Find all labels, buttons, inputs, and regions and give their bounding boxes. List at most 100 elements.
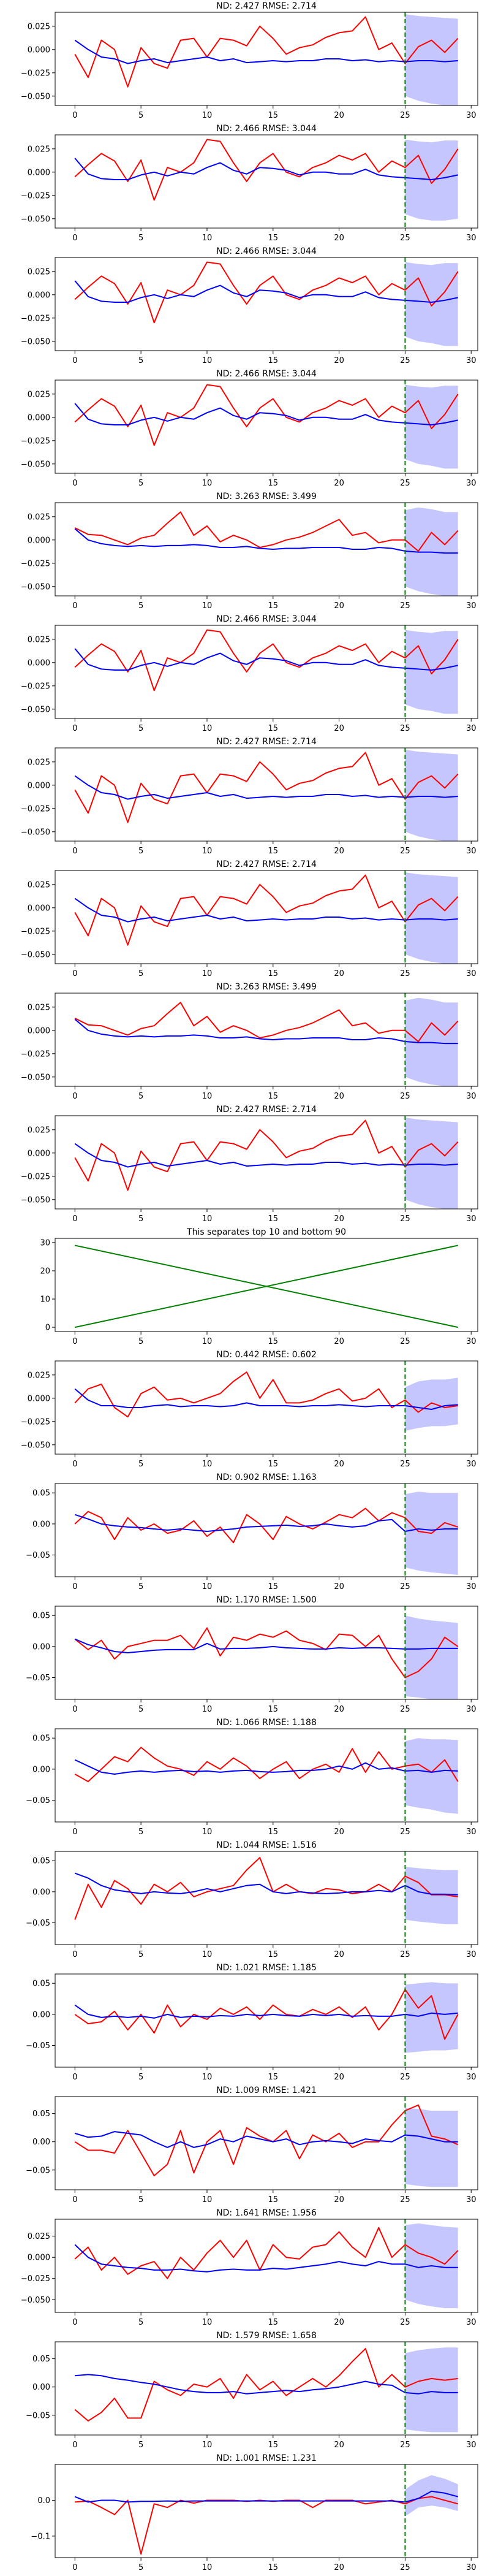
- confidence-band: [405, 2475, 458, 2517]
- series-line-primary: [74, 1119, 459, 1191]
- y-tick-label: 0.05: [32, 1980, 50, 1989]
- x-tick-label: 15: [268, 2073, 279, 2082]
- series-line-primary: [74, 1371, 458, 1418]
- plot-area: [74, 1615, 459, 1699]
- series-line-secondary: [74, 1388, 458, 1410]
- series-line-secondary: [74, 1143, 458, 1168]
- x-tick-label: 20: [334, 1827, 344, 1837]
- y-tick-label: −0.050: [21, 582, 50, 592]
- x-tick-label: 5: [138, 1092, 143, 1101]
- x-tick-label: 0: [72, 234, 77, 243]
- series-line-secondary: [74, 280, 458, 303]
- confidence-band: [405, 872, 458, 964]
- confidence-band: [405, 1118, 458, 1209]
- x-tick-label: 30: [466, 1827, 477, 1837]
- y-tick-label: 10: [40, 1295, 50, 1305]
- chart-title: ND: 1.009 RMSE: 1.421: [216, 2086, 317, 2095]
- x-tick-label: 20: [334, 1950, 344, 1959]
- x-tick-label: 5: [138, 1827, 143, 1837]
- confidence-band: [405, 630, 458, 714]
- axes-frame: [55, 1728, 478, 1823]
- x-tick-label: 0: [72, 847, 77, 856]
- y-tick-label: −0.1: [31, 2532, 50, 2541]
- x-tick-label: 0: [72, 1092, 77, 1101]
- chart-title: ND: 2.466 RMSE: 3.044: [216, 124, 317, 134]
- plot-area: [75, 1244, 458, 1328]
- axes-frame: [55, 625, 478, 719]
- chart-panel: ND: 1.066 RMSE: 1.188 0 5 10 15 20 25 30 −0.05 0.…: [26, 1718, 478, 1837]
- x-tick-label: 10: [202, 1460, 213, 1469]
- x-tick-label: 15: [268, 2318, 279, 2327]
- x-tick-label: 10: [202, 479, 213, 488]
- series-line-primary: [74, 1627, 459, 1679]
- y-tick-label: 0.000: [28, 1149, 50, 1158]
- x-tick-label: 30: [466, 2441, 477, 2450]
- x-tick-label: 15: [268, 2563, 279, 2572]
- y-tick-label: 0.000: [28, 658, 50, 668]
- series-line-secondary: [75, 2374, 458, 2395]
- y-tick-label: 0.00: [32, 2010, 50, 2019]
- chart-panel: ND: 1.641 RMSE: 1.956 0 5 10 15 20 25 30 −0.050 −…: [21, 2208, 478, 2327]
- plot-area: [74, 872, 459, 964]
- y-tick-label: −0.050: [21, 1195, 50, 1205]
- axes-frame: [55, 747, 478, 842]
- x-tick-label: 25: [400, 1460, 410, 1469]
- chart-panel: ND: 2.466 RMSE: 3.044 0 5 10 15 20 25 30 −0.050 −…: [21, 246, 478, 365]
- axes-frame: [55, 2464, 478, 2558]
- x-tick-label: 0: [72, 724, 77, 733]
- x-tick-label: 5: [138, 601, 143, 611]
- x-tick-label: 30: [466, 111, 477, 120]
- plot-area: [74, 1982, 459, 2053]
- y-tick-label: 0.000: [28, 781, 50, 790]
- y-tick-label: 0.00: [32, 2383, 50, 2392]
- x-tick-label: 20: [334, 2563, 344, 2572]
- x-tick-label: 0: [72, 111, 77, 120]
- x-tick-label: 15: [268, 234, 279, 243]
- x-tick-label: 5: [138, 1337, 143, 1346]
- chart-panel: ND: 2.427 RMSE: 2.714 0 5 10 15 20 25 30 −0.050 −…: [21, 737, 478, 856]
- chart-panel: ND: 1.001 RMSE: 1.231 0 5 10 15 20 25 30 −0.1 0.0: [31, 2453, 478, 2572]
- x-tick-label: 20: [334, 111, 344, 120]
- chart-title: ND: 1.044 RMSE: 1.516: [216, 1840, 317, 1850]
- x-tick-label: 10: [202, 601, 213, 611]
- x-tick-label: 20: [334, 2318, 344, 2327]
- x-tick-label: 15: [268, 1950, 279, 1959]
- x-tick-label: 25: [400, 847, 410, 856]
- x-tick-label: 5: [138, 2318, 143, 2327]
- series-line-secondary: [74, 1638, 458, 1653]
- y-tick-label: −0.025: [21, 314, 50, 323]
- axes-frame: [55, 502, 478, 596]
- y-tick-label: −0.050: [21, 2296, 50, 2305]
- x-tick-label: 5: [138, 2563, 143, 2572]
- x-tick-label: 30: [466, 2195, 477, 2204]
- axes-frame: [55, 12, 478, 106]
- axes-frame: [55, 1973, 478, 2068]
- chart-title: ND: 2.427 RMSE: 2.714: [216, 1105, 317, 1115]
- y-tick-label: −0.050: [21, 215, 50, 224]
- x-tick-label: 0: [72, 1460, 77, 1469]
- confidence-band: [405, 1982, 458, 2053]
- x-tick-label: 0: [72, 1950, 77, 1959]
- x-tick-label: 15: [268, 1827, 279, 1837]
- axes-frame: [55, 1483, 478, 1577]
- series-line-secondary: [74, 648, 458, 671]
- x-tick-label: 10: [202, 1705, 213, 1714]
- y-tick-label: 0.025: [28, 1371, 50, 1380]
- confidence-band: [405, 750, 458, 841]
- chart-title: ND: 1.021 RMSE: 1.185: [216, 1963, 317, 1973]
- x-tick-label: 5: [138, 2195, 143, 2204]
- confidence-band: [405, 384, 458, 469]
- y-tick-label: −0.025: [21, 436, 50, 446]
- x-tick-label: 5: [138, 1582, 143, 1591]
- y-tick-label: 0.05: [32, 2109, 50, 2119]
- x-tick-label: 10: [202, 234, 213, 243]
- x-tick-label: 10: [202, 969, 213, 978]
- series-line-secondary: [75, 2131, 458, 2148]
- axes-frame: [55, 1851, 478, 1945]
- x-tick-label: 15: [268, 1092, 279, 1101]
- x-tick-label: 20: [334, 2441, 344, 2450]
- plot-area: [74, 629, 459, 714]
- y-tick-label: −0.05: [26, 2166, 50, 2175]
- chart-title: ND: 2.427 RMSE: 2.714: [216, 737, 317, 747]
- x-tick-label: 10: [202, 2318, 213, 2327]
